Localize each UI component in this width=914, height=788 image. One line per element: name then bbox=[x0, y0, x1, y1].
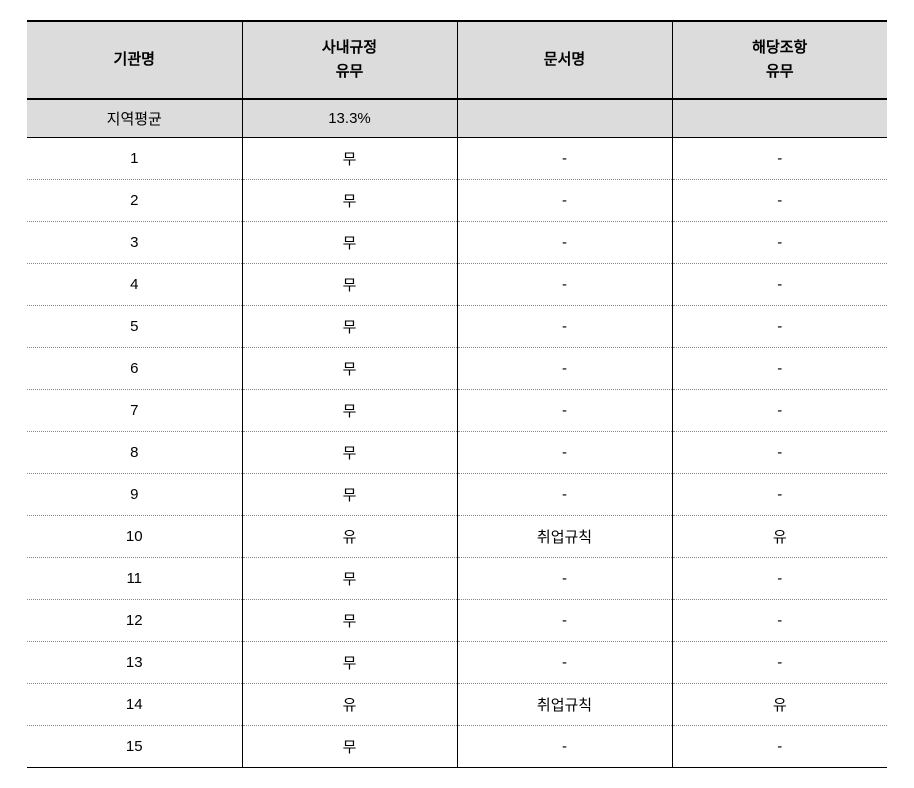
table-cell: - bbox=[672, 474, 887, 516]
table-cell: 12 bbox=[27, 600, 242, 642]
regulation-status-table: 기관명 사내규정유무 문서명 해당조항유무 지역평균 13.3% 1무--2무-… bbox=[27, 20, 887, 768]
table-cell: - bbox=[457, 180, 672, 222]
subheader-region-avg-value: 13.3% bbox=[242, 99, 457, 138]
table-cell: - bbox=[672, 138, 887, 180]
table-cell: 무 bbox=[242, 474, 457, 516]
table-cell: 취업규칙 bbox=[457, 684, 672, 726]
table-cell: 무 bbox=[242, 306, 457, 348]
table-row: 9무-- bbox=[27, 474, 887, 516]
table-cell: 무 bbox=[242, 558, 457, 600]
table-cell: 무 bbox=[242, 642, 457, 684]
table-cell: - bbox=[672, 390, 887, 432]
table-cell: 3 bbox=[27, 222, 242, 264]
table-row: 13무-- bbox=[27, 642, 887, 684]
table-cell: - bbox=[672, 264, 887, 306]
table-cell: - bbox=[672, 222, 887, 264]
table-cell: 5 bbox=[27, 306, 242, 348]
table-cell: 15 bbox=[27, 726, 242, 768]
table-cell: 무 bbox=[242, 264, 457, 306]
table-cell: 무 bbox=[242, 726, 457, 768]
table-row: 15무-- bbox=[27, 726, 887, 768]
table-cell: 무 bbox=[242, 138, 457, 180]
column-header-doc-name: 문서명 bbox=[457, 21, 672, 99]
table-cell: 무 bbox=[242, 600, 457, 642]
table-cell: 무 bbox=[242, 222, 457, 264]
table-cell: 9 bbox=[27, 474, 242, 516]
table-row: 5무-- bbox=[27, 306, 887, 348]
column-header-clause: 해당조항유무 bbox=[672, 21, 887, 99]
table-cell: - bbox=[457, 222, 672, 264]
table-cell: 8 bbox=[27, 432, 242, 474]
table-cell: 유 bbox=[672, 684, 887, 726]
table-body: 1무--2무--3무--4무--5무--6무--7무--8무--9무--10유취… bbox=[27, 138, 887, 768]
table-cell: 7 bbox=[27, 390, 242, 432]
table-row: 14유취업규칙유 bbox=[27, 684, 887, 726]
table-row: 8무-- bbox=[27, 432, 887, 474]
column-header-org-name: 기관명 bbox=[27, 21, 242, 99]
table-cell: - bbox=[457, 432, 672, 474]
table-cell: 2 bbox=[27, 180, 242, 222]
table-cell: - bbox=[457, 390, 672, 432]
table-cell: - bbox=[457, 264, 672, 306]
table-cell: - bbox=[457, 600, 672, 642]
column-header-internal-reg: 사내규정유무 bbox=[242, 21, 457, 99]
subheader-empty-3 bbox=[457, 99, 672, 138]
table-cell: 4 bbox=[27, 264, 242, 306]
table-header-row: 기관명 사내규정유무 문서명 해당조항유무 bbox=[27, 21, 887, 99]
table-cell: - bbox=[457, 348, 672, 390]
table-row: 3무-- bbox=[27, 222, 887, 264]
table-row: 10유취업규칙유 bbox=[27, 516, 887, 558]
table-cell: 무 bbox=[242, 180, 457, 222]
table-cell: 1 bbox=[27, 138, 242, 180]
table-cell: 유 bbox=[242, 516, 457, 558]
table-cell: 무 bbox=[242, 348, 457, 390]
table-cell: - bbox=[672, 558, 887, 600]
table-row: 2무-- bbox=[27, 180, 887, 222]
table-cell: - bbox=[457, 138, 672, 180]
table-cell: 14 bbox=[27, 684, 242, 726]
table-cell: - bbox=[457, 726, 672, 768]
table-cell: - bbox=[672, 642, 887, 684]
table-cell: - bbox=[672, 432, 887, 474]
table-cell: 유 bbox=[242, 684, 457, 726]
table-row: 11무-- bbox=[27, 558, 887, 600]
table-cell: - bbox=[672, 726, 887, 768]
table-cell: 무 bbox=[242, 432, 457, 474]
table-row: 7무-- bbox=[27, 390, 887, 432]
table-cell: - bbox=[457, 642, 672, 684]
subheader-region-avg-label: 지역평균 bbox=[27, 99, 242, 138]
table-row: 4무-- bbox=[27, 264, 887, 306]
table-cell: 6 bbox=[27, 348, 242, 390]
table-cell: 11 bbox=[27, 558, 242, 600]
table-cell: 10 bbox=[27, 516, 242, 558]
subheader-empty-4 bbox=[672, 99, 887, 138]
table-subheader-row: 지역평균 13.3% bbox=[27, 99, 887, 138]
table-cell: - bbox=[672, 306, 887, 348]
table-cell: - bbox=[672, 348, 887, 390]
table-cell: - bbox=[457, 474, 672, 516]
table-cell: 유 bbox=[672, 516, 887, 558]
table-row: 12무-- bbox=[27, 600, 887, 642]
table-row: 1무-- bbox=[27, 138, 887, 180]
table-cell: 13 bbox=[27, 642, 242, 684]
table-cell: - bbox=[672, 600, 887, 642]
table-cell: - bbox=[457, 306, 672, 348]
table-cell: - bbox=[672, 180, 887, 222]
table-cell: 무 bbox=[242, 390, 457, 432]
table-cell: 취업규칙 bbox=[457, 516, 672, 558]
table-row: 6무-- bbox=[27, 348, 887, 390]
table-cell: - bbox=[457, 558, 672, 600]
